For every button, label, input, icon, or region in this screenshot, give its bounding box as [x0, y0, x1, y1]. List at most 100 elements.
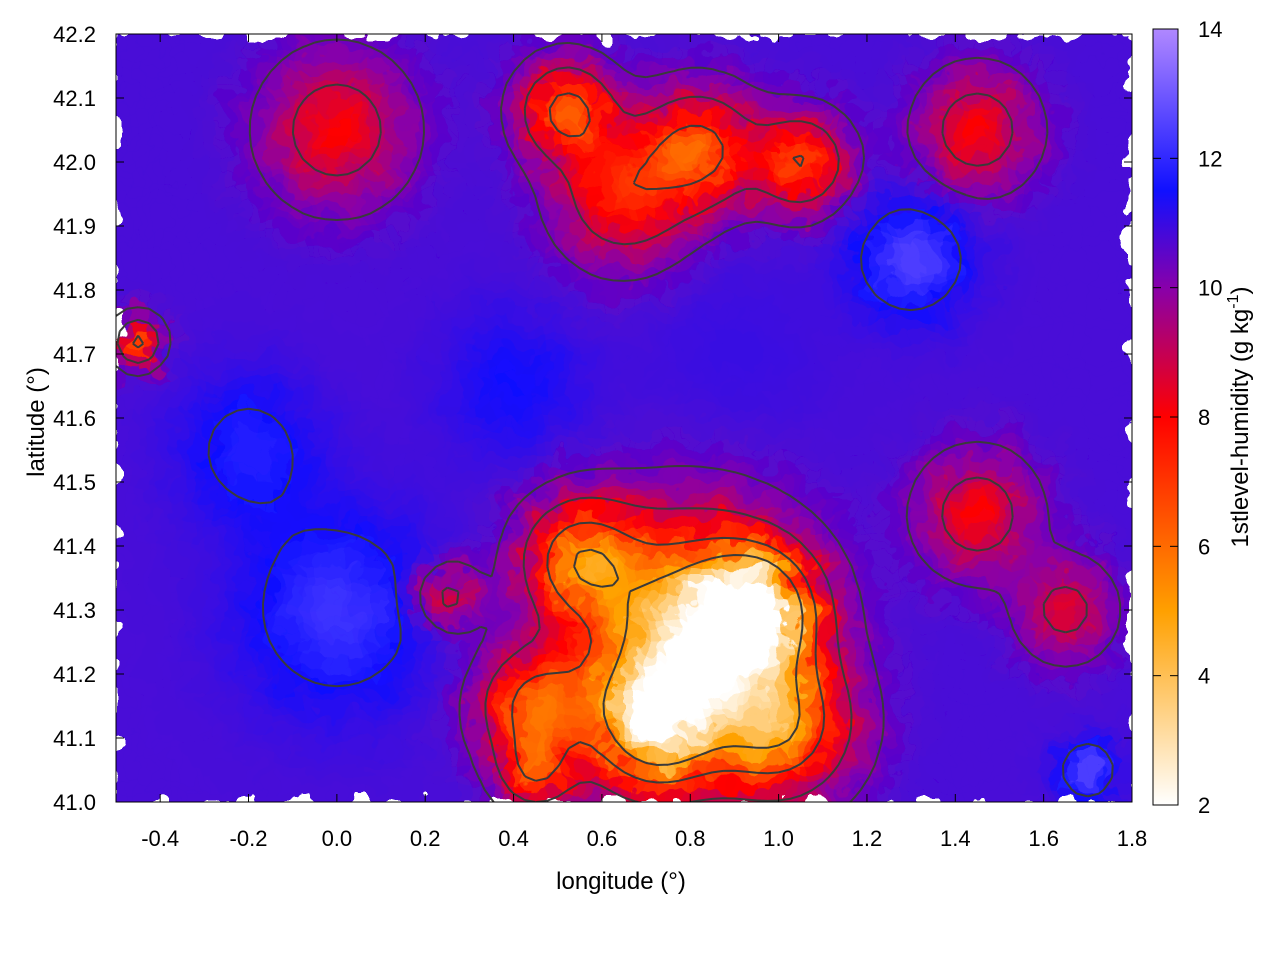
heatmap-cell: [899, 665, 912, 679]
heatmap-cell: [822, 417, 835, 431]
heatmap-cell: [203, 628, 216, 642]
heatmap-cell: [270, 157, 283, 171]
heatmap-cell: [236, 256, 250, 270]
heatmap-cell: [347, 615, 360, 630]
heatmap-cell: [413, 219, 426, 233]
heatmap-cell: [413, 751, 426, 766]
heatmap-cell: [678, 628, 691, 642]
heatmap-cell: [380, 417, 393, 431]
heatmap-cell: [943, 789, 956, 802]
heatmap-cell: [524, 330, 537, 345]
heatmap-cell: [1065, 306, 1078, 320]
heatmap-cell: [116, 380, 128, 394]
heatmap-cell: [634, 132, 647, 146]
heatmap-cell: [1054, 318, 1067, 332]
heatmap-cell: [612, 194, 625, 208]
heatmap-cell: [513, 343, 526, 357]
heatmap-cell: [336, 429, 349, 444]
heatmap-cell: [446, 467, 459, 481]
heatmap-cell: [833, 516, 846, 530]
heatmap-cell: [424, 764, 437, 778]
heatmap-cell: [579, 479, 592, 493]
heatmap-cell: [722, 776, 735, 791]
heatmap-cell: [656, 169, 669, 184]
heatmap-cell: [987, 405, 1000, 419]
heatmap-cell: [214, 491, 227, 506]
heatmap-cell: [1032, 615, 1045, 630]
heatmap-cell: [369, 628, 382, 642]
heatmap-cell: [116, 541, 128, 555]
heatmap-cell: [1109, 256, 1122, 270]
heatmap-cell: [976, 702, 989, 716]
heatmap-cell: [1065, 603, 1078, 617]
heatmap-cell: [502, 244, 515, 258]
heatmap-cell: [457, 194, 470, 208]
heatmap-cell: [137, 268, 150, 283]
heatmap-cell: [899, 739, 912, 753]
heatmap-cell: [645, 578, 658, 592]
heatmap-cell: [225, 281, 238, 295]
heatmap-cell: [490, 789, 504, 802]
heatmap-cell: [435, 132, 448, 146]
heatmap-cell: [1010, 776, 1023, 791]
heatmap-cell: [137, 553, 150, 568]
heatmap-cell: [800, 739, 813, 753]
heatmap-cell: [756, 491, 769, 506]
heatmap-cell: [722, 231, 735, 246]
heatmap-cell: [987, 256, 1000, 270]
heatmap-cell: [778, 318, 791, 332]
heatmap-cell: [446, 454, 459, 469]
heatmap-cell: [435, 714, 448, 729]
heatmap-cell: [490, 355, 504, 369]
heatmap-cell: [524, 144, 537, 159]
heatmap-cell: [1043, 231, 1056, 246]
heatmap-cell: [1098, 454, 1111, 469]
heatmap-cell: [369, 442, 382, 456]
heatmap-cell: [877, 491, 890, 506]
heatmap-cell: [524, 727, 537, 741]
heatmap-cell: [126, 454, 139, 469]
heatmap-cell: [479, 528, 492, 543]
heatmap-cell: [358, 504, 371, 518]
heatmap-cell: [402, 714, 415, 729]
heatmap-cell: [700, 293, 713, 308]
heatmap-cell: [756, 417, 769, 431]
heatmap-cell: [1109, 268, 1122, 283]
heatmap-cell: [203, 256, 216, 270]
heatmap-cell: [325, 120, 338, 134]
heatmap-cell: [137, 677, 150, 692]
heatmap-cell: [513, 677, 526, 692]
heatmap-cell: [513, 603, 526, 617]
heatmap-cell: [292, 330, 305, 345]
heatmap-cell: [192, 293, 205, 308]
heatmap-cell: [524, 219, 537, 233]
heatmap-cell: [601, 628, 614, 642]
heatmap-cell: [722, 603, 735, 617]
heatmap-cell: [623, 516, 636, 530]
heatmap-cell: [535, 652, 548, 667]
heatmap-cell: [689, 516, 702, 530]
heatmap-cell: [402, 343, 415, 357]
heatmap-cell: [303, 256, 316, 270]
heatmap-cell: [248, 764, 261, 778]
heatmap-cell: [1010, 751, 1023, 766]
heatmap-cell: [711, 244, 724, 258]
heatmap-cell: [468, 578, 481, 592]
heatmap-cell: [778, 256, 791, 270]
heatmap-cell: [435, 504, 448, 518]
heatmap-cell: [148, 677, 161, 692]
heatmap-cell: [137, 256, 150, 270]
heatmap-cell: [502, 603, 515, 617]
heatmap-cell: [1032, 231, 1045, 246]
heatmap-cell: [1087, 343, 1100, 357]
heatmap-cell: [236, 652, 250, 667]
heatmap-cell: [1032, 603, 1045, 617]
heatmap-cell: [612, 442, 625, 456]
heatmap-cell: [513, 355, 526, 369]
heatmap-cell: [303, 454, 316, 469]
heatmap-cell: [402, 281, 415, 295]
heatmap-cell: [535, 293, 548, 308]
heatmap-cell: [568, 454, 581, 469]
heatmap-cell: [225, 194, 238, 208]
heatmap-cell: [358, 590, 371, 605]
